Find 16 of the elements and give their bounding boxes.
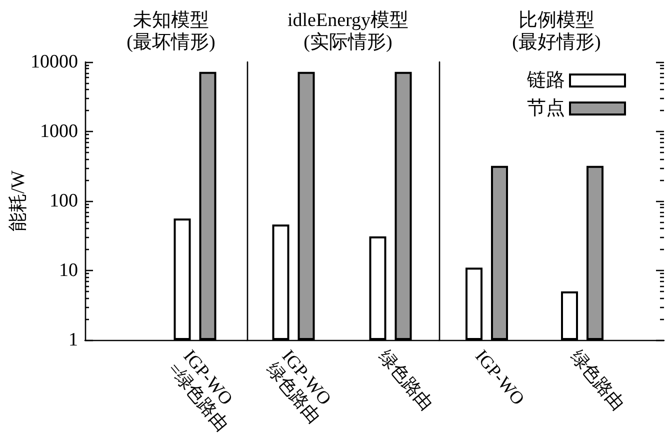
y-tick-label: 10 — [59, 260, 78, 281]
x-tick-label: 绿色路由 — [566, 346, 629, 414]
legend-label: 链路 — [526, 70, 565, 91]
chart-subtitle: (实际情形) — [304, 31, 392, 53]
x-tick-label: 绿色路由 — [375, 346, 437, 414]
y-tick-label: 1000 — [40, 121, 78, 142]
chart-subtitle: (最好情形) — [512, 32, 601, 53]
y-axis-title: 能耗/W — [8, 170, 29, 232]
y-tick-label: 100 — [50, 190, 78, 212]
chart-subtitle: (最坏情形) — [126, 32, 216, 53]
chart-title: idleEnergy模型 — [287, 10, 409, 31]
chart-title: 比例模型 — [518, 10, 594, 31]
y-tick-label: 1 — [68, 330, 78, 350]
legend-label: 节点 — [527, 98, 565, 119]
y-tick-label: 10000 — [30, 52, 78, 72]
chart-title: 未知模型 — [133, 10, 209, 31]
